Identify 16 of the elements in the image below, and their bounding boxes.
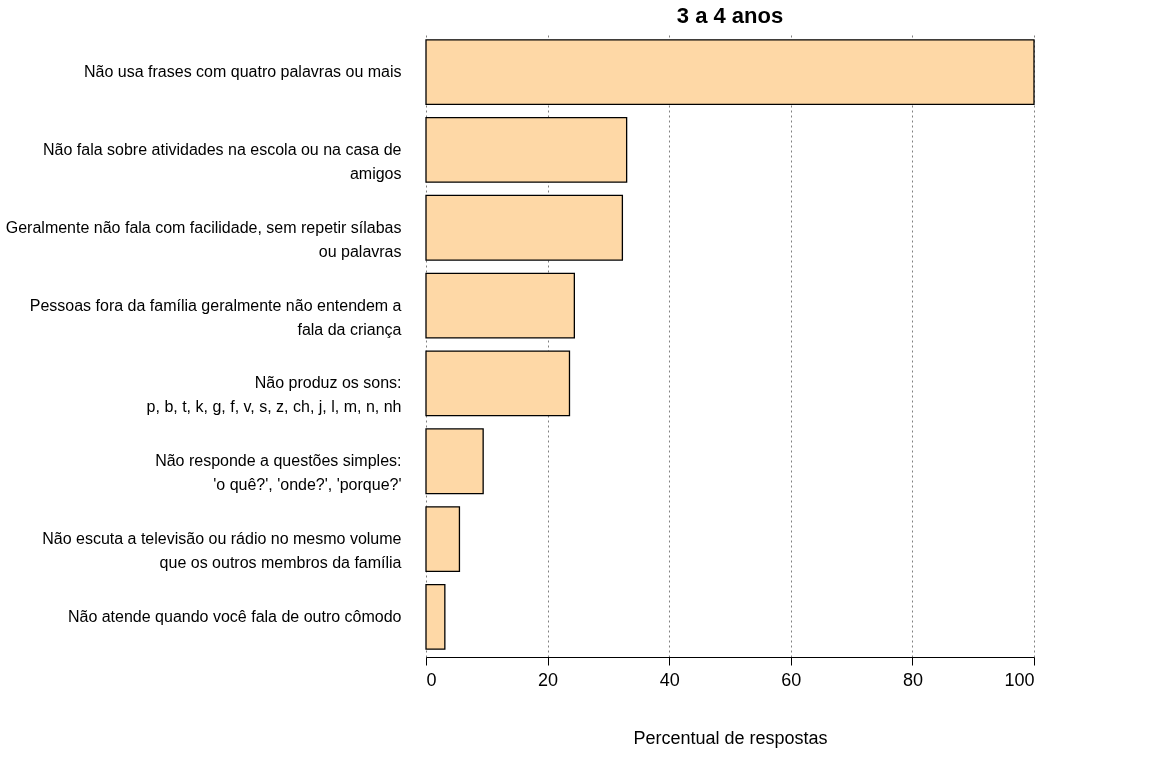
y-tick-label: Não escuta a televisão ou rádio no mesmo volume que os outros membros da família [42, 530, 402, 572]
x-tick-label: 20 [538, 669, 559, 690]
x-tick-label: 80 [902, 669, 923, 690]
y-tick-label: Pessoas fora da família geralmente não entendem a fala da criança [29, 296, 402, 338]
y-tick-label: Não usa frases com quatro palavras ou mais [84, 63, 402, 81]
y-tick-label: Não produz os sons: p, b, t, k, g, f, v, s, z, ch, j, l, m, n, nh [146, 374, 402, 416]
y-tick-label: Não fala sobre atividades na escola ou na casa de amigos [43, 140, 402, 182]
x-tick-label: 100 [1004, 669, 1035, 690]
y-tick-label: Não responde a questões simples: 'o quê?', 'onde?', 'porque?' [155, 452, 402, 494]
x-axis-title: Percentual de respostas [633, 727, 828, 748]
y-tick-label: Não atende quando você fala de outro cômodo [67, 607, 402, 625]
y-tick-label: Geralmente não fala com facilidade, sem repetir sílabas ou palavras [5, 218, 402, 260]
chart-title: 3 a 4 anos [676, 3, 784, 28]
x-tick-label: 0 [426, 669, 437, 690]
x-tick-label: 40 [659, 669, 680, 690]
x-tick-label: 60 [781, 669, 802, 690]
